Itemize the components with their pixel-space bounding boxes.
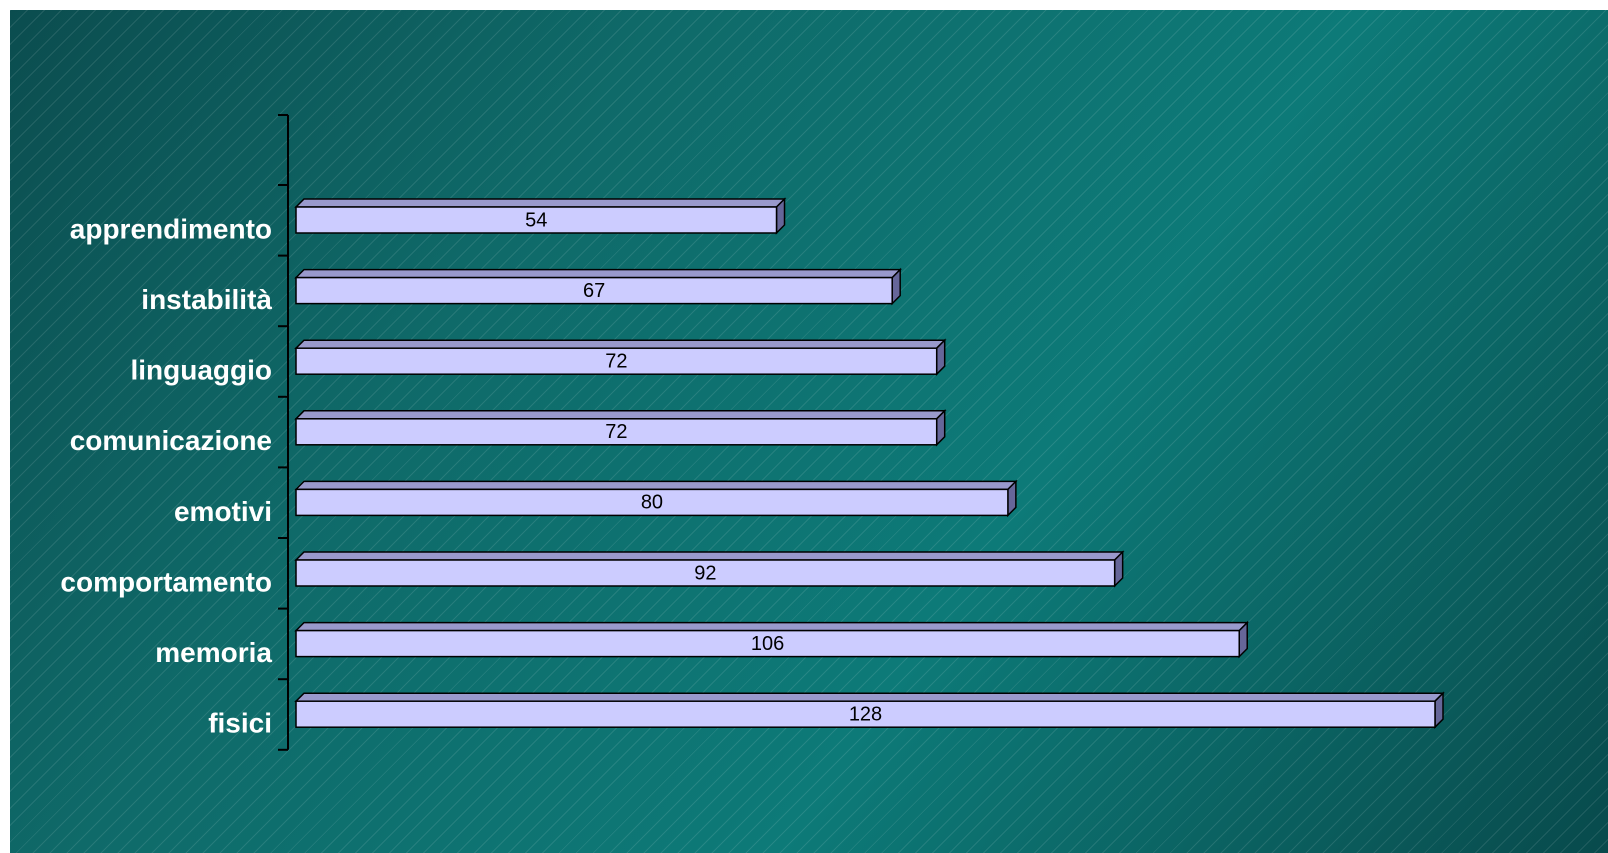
category-label: emotivi xyxy=(174,496,272,527)
bar-top-face xyxy=(294,692,1445,702)
bar xyxy=(294,197,787,235)
data-label: 72 xyxy=(605,421,627,443)
category-label: linguaggio xyxy=(130,355,272,386)
category-label: memoria xyxy=(155,637,272,668)
bar xyxy=(294,620,1250,659)
category-label: comportamento xyxy=(60,566,272,597)
data-label: 72 xyxy=(605,350,627,372)
bar-top-face xyxy=(294,339,947,349)
bar-front-face xyxy=(295,559,1116,587)
bar xyxy=(294,338,947,377)
data-label: 54 xyxy=(525,209,547,231)
bar-top-face xyxy=(294,621,1250,632)
bar-front-face xyxy=(295,206,778,234)
category-label: comunicazione xyxy=(70,425,272,456)
data-label: 128 xyxy=(849,703,882,725)
bar-top-face xyxy=(294,198,787,208)
bar xyxy=(294,691,1445,730)
bar-top-face xyxy=(294,480,1018,491)
bar-chart: 54 67 72 72 80 92 106 128 apprendimento instabil… xyxy=(60,114,1445,751)
y-axis xyxy=(278,114,289,751)
data-label: 67 xyxy=(583,280,605,302)
bar-front-face xyxy=(295,700,1436,728)
category-label: instabilità xyxy=(141,284,272,315)
category-labels: apprendimento instabilità linguaggio comuni… xyxy=(60,213,272,738)
bar-front-face xyxy=(295,629,1240,658)
data-label: 92 xyxy=(694,562,716,584)
data-label: 106 xyxy=(751,633,784,655)
data-label: 80 xyxy=(641,492,663,514)
bar-front-face xyxy=(295,347,938,375)
bars-group: 54 67 72 72 80 92 106 128 xyxy=(294,197,1445,730)
bar-top-face xyxy=(294,268,903,279)
bar xyxy=(294,479,1018,518)
bar-top-face xyxy=(294,551,1125,561)
bar xyxy=(294,550,1125,588)
slide-background: 54 67 72 72 80 92 106 128 apprendimento instabil… xyxy=(10,10,1608,853)
bar-front-face xyxy=(295,418,938,446)
bar-front-face xyxy=(295,488,1009,517)
category-label: apprendimento xyxy=(70,213,272,244)
bar-top-face xyxy=(294,410,947,420)
bar xyxy=(294,267,903,306)
bar-front-face xyxy=(295,276,893,305)
bar xyxy=(294,408,947,447)
category-label: fisici xyxy=(208,708,272,739)
